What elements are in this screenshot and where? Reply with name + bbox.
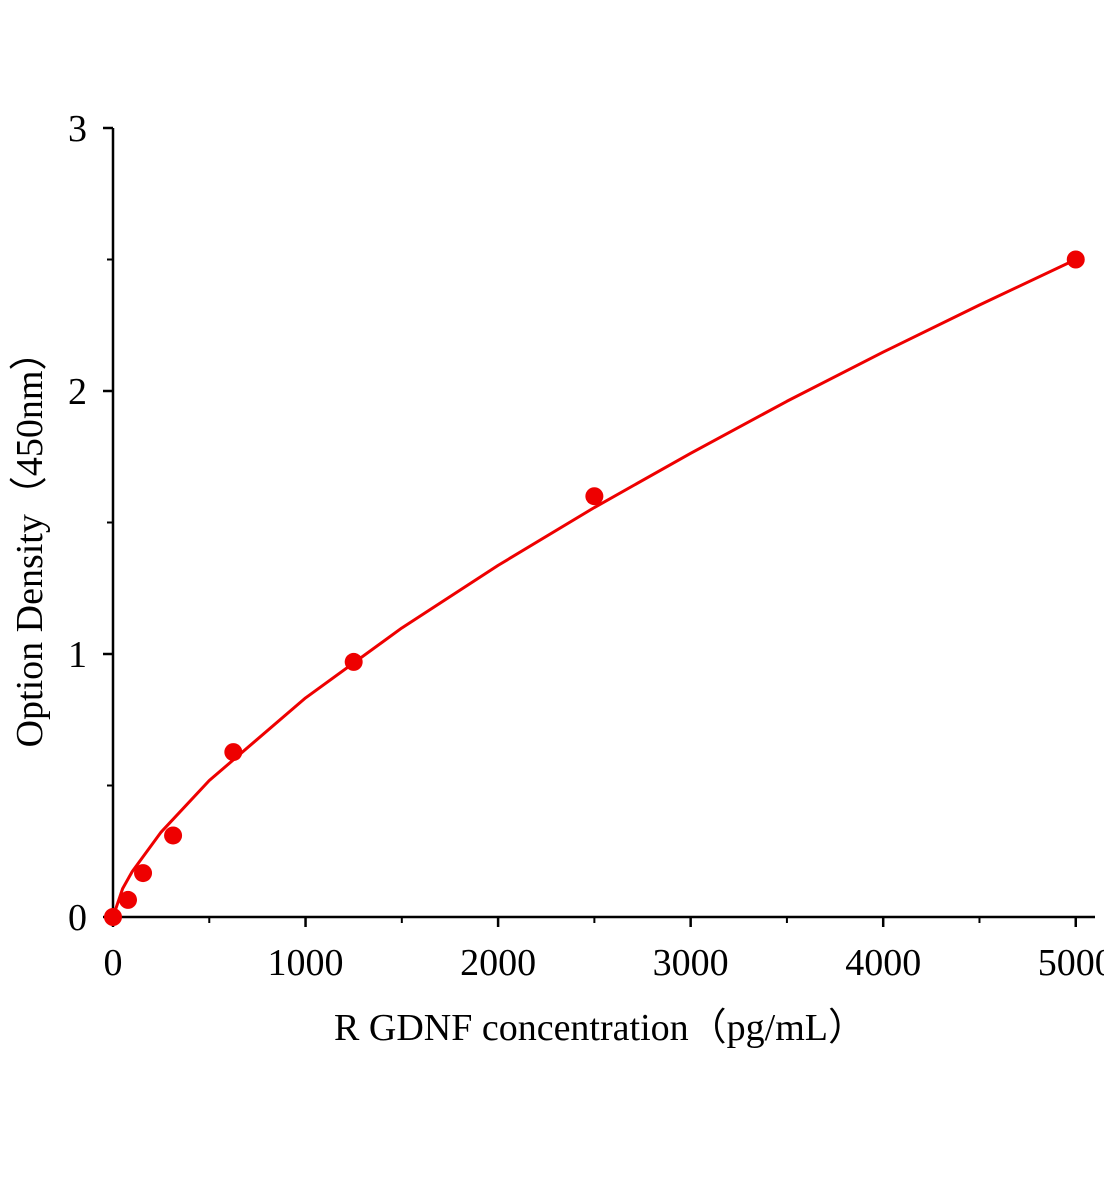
fit-curve: [111, 258, 1077, 918]
data-point: [119, 890, 138, 909]
data-point: [134, 864, 153, 883]
x-tick-label: 0: [104, 942, 123, 984]
x-tick-label: 3000: [653, 942, 729, 984]
data-point: [585, 487, 604, 506]
y-tick-label: 1: [68, 634, 87, 676]
x-tick-label: 4000: [845, 942, 921, 984]
data-point: [164, 826, 183, 845]
x-axis-label: R GDNF concentration（pg/mL）: [334, 1007, 866, 1049]
x-tick-label: 1000: [268, 942, 344, 984]
y-tick-label: 0: [68, 897, 87, 939]
y-tick-label: 3: [68, 108, 87, 150]
y-axis-label: Option Density（450nm）: [9, 333, 51, 748]
y-tick-label: 2: [68, 371, 87, 413]
x-tick-label: 2000: [460, 942, 536, 984]
